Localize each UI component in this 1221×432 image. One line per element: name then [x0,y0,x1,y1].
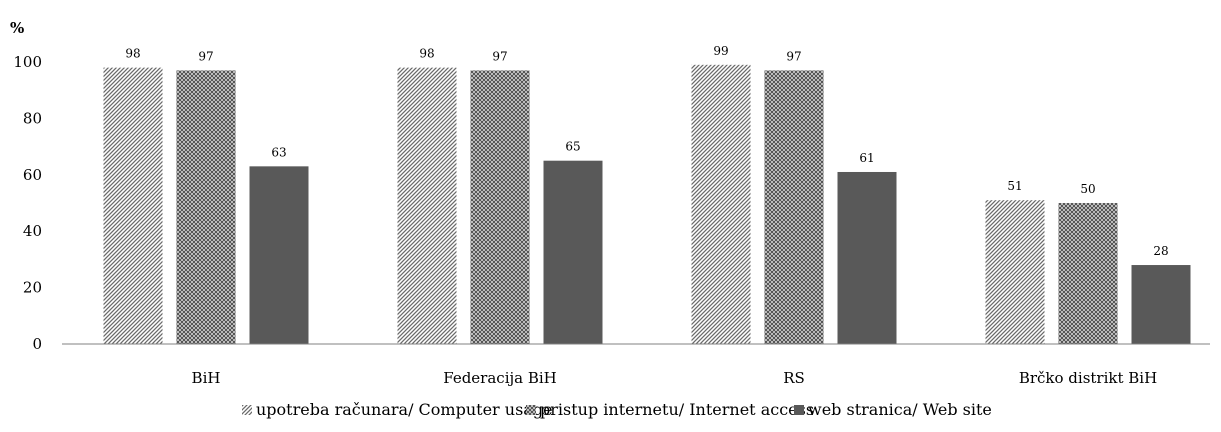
data-label: 28 [1153,244,1168,258]
y-tick-label: 60 [23,166,42,184]
legend-label: pristup internetu/ Internet access [540,400,814,419]
bar [1131,265,1191,344]
data-label: 97 [786,49,801,63]
bar [985,200,1045,344]
legend: upotreba računara/ Computer usagepristup… [242,400,992,419]
y-tick-label: 100 [13,53,42,71]
data-label: 97 [198,49,213,63]
data-labels-group: 98 97 63 98 97 65 99 97 61 51 50 28 [125,44,1168,258]
bar [103,67,163,344]
bar [1058,203,1118,344]
legend-swatch [242,405,252,415]
x-category-label: Brčko distrikt BiH [1019,369,1157,387]
bar [691,64,751,344]
x-category-label: BiH [192,369,221,387]
x-category-label: Federacija BiH [443,369,557,387]
data-label: 98 [125,47,140,61]
bar [176,70,236,345]
y-tick-label: 0 [32,335,42,353]
data-label: 65 [565,140,580,154]
y-tick-label: 20 [23,279,42,297]
bar [249,166,309,344]
legend-swatch [526,405,536,415]
x-axis: BiH Federacija BiH RS Brčko distrikt BiH [192,369,1158,387]
data-label: 51 [1007,179,1022,193]
bars-group [103,64,1191,345]
data-label: 97 [492,49,507,63]
legend-label: web stranica/ Web site [808,400,992,419]
bar [837,171,897,344]
legend-label: upotreba računara/ Computer usage [256,400,553,419]
data-label: 61 [859,151,874,165]
data-label: 63 [271,145,286,159]
bar [543,160,603,344]
data-label: 98 [419,47,434,61]
x-category-label: RS [783,369,805,387]
y-unit-label: % [10,19,24,37]
y-axis: 0 20 40 60 80 100 [13,53,42,353]
y-tick-label: 80 [23,109,42,127]
legend-swatch [794,405,804,415]
data-label: 99 [713,44,728,58]
bar [470,70,530,345]
bar [397,67,457,344]
y-tick-label: 40 [23,222,42,240]
bar [764,70,824,345]
data-label: 50 [1080,182,1095,196]
